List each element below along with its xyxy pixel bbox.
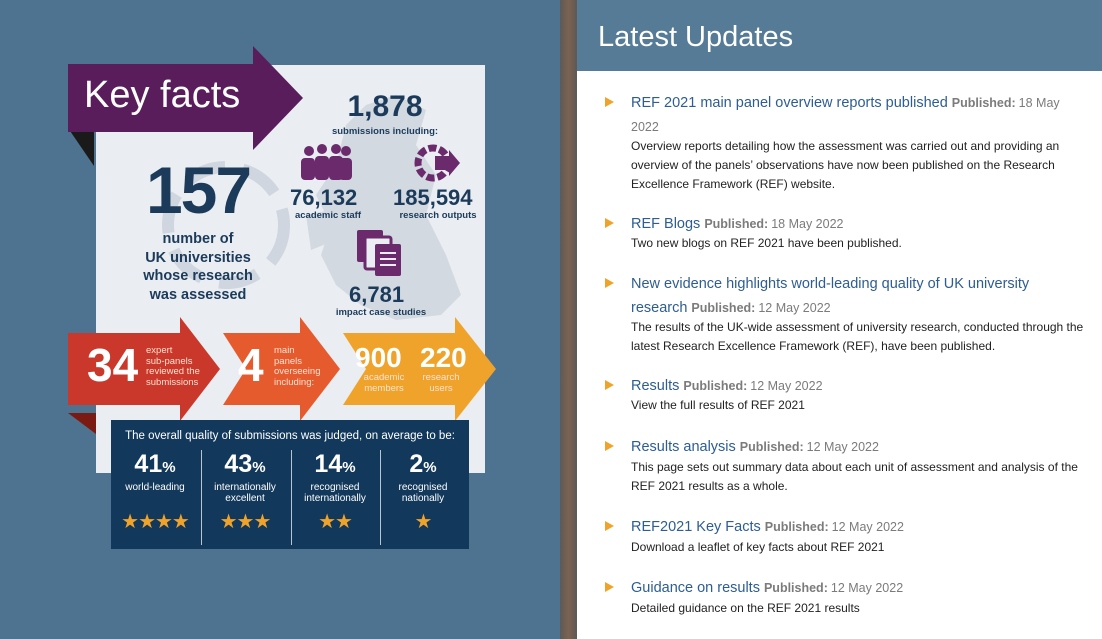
key-facts-banner: [68, 46, 303, 166]
impact-case-studies-icon: [357, 230, 401, 276]
quality-separator: [380, 450, 381, 545]
arrow-bullet-icon: [605, 97, 614, 107]
update-description: Two new blogs on REF 2021 have been publ…: [631, 236, 902, 250]
latest-updates-header: Latest Updates: [577, 0, 1102, 71]
uk-map-background: [162, 95, 461, 320]
update-description: Overview reports detailing how the asses…: [631, 139, 1060, 191]
four-star-icon: ★★★★: [121, 511, 190, 533]
panel-divider: [560, 0, 577, 639]
arrow-bullet-icon: [605, 441, 614, 451]
academic-staff-label: academic staff: [294, 210, 361, 221]
universities-label: number of UK universities whose research…: [143, 231, 253, 303]
universities-value: 157: [145, 153, 252, 227]
three-star-icon: ★★★: [219, 511, 272, 533]
submissions-value: 1,878: [347, 90, 423, 123]
sub-panels-label: expert sub-panels reviewed the submissio…: [146, 345, 200, 388]
academic-members-value: 900: [355, 342, 402, 373]
update-title-link[interactable]: REF 2021 main panel overview reports pub…: [631, 95, 948, 111]
quality-internationally-excellent: 43% internationally excellent ★★★: [201, 450, 289, 534]
update-description: Detailed guidance on the REF 2021 result…: [631, 601, 860, 615]
one-star-icon: ★: [414, 511, 433, 533]
quality-heading: The overall quality of submissions was j…: [125, 430, 455, 442]
update-title-link[interactable]: Guidance on results: [631, 580, 760, 596]
academic-members-label: academic members: [363, 372, 405, 394]
latest-updates-panel: Latest Updates REF 2021 main panel overv…: [577, 0, 1102, 639]
impact-case-studies-value: 6,781: [349, 282, 405, 307]
research-outputs-icon: [414, 144, 460, 182]
update-title-link[interactable]: New evidence highlights world-leading qu…: [631, 276, 1030, 316]
latest-updates-title: Latest Updates: [598, 21, 794, 53]
arrow-bullet-icon: [605, 521, 614, 531]
arrow-bullet-icon: [605, 582, 614, 592]
update-title-link[interactable]: Results: [631, 378, 680, 394]
research-outputs-label: research outputs: [399, 210, 477, 221]
quality-recognised-nationally: 2% recognised nationally ★: [379, 450, 467, 534]
key-facts-infographic: Key facts 1,878 submissions including: 7…: [68, 46, 496, 549]
impact-case-studies-label: impact case studies: [335, 307, 427, 318]
panels-arrows: [68, 317, 496, 434]
academic-staff-icon: [301, 144, 352, 180]
arrow-bullet-icon: [605, 380, 614, 390]
quality-world-leading: 41% world-leading ★★★★: [111, 450, 199, 534]
academic-staff-value: 76,132: [290, 185, 358, 210]
update-description: The results of the UK-wide assessment of…: [631, 320, 1084, 353]
key-facts-heading: Key facts: [84, 74, 241, 116]
research-users-value: 220: [420, 342, 467, 373]
research-users-label: research users: [422, 372, 460, 394]
update-description: View the full results of REF 2021: [631, 398, 805, 412]
update-description: Download a leaflet of key facts about RE…: [631, 540, 885, 554]
main-panels-label: main panels overseeing including:: [274, 345, 321, 388]
research-outputs-value: 185,594: [393, 185, 473, 210]
quality-recognised-internationally: 14% recognised internationally ★★: [291, 450, 379, 534]
update-description: This page sets out summary data about ea…: [631, 460, 1078, 493]
arrow-bullet-icon: [605, 218, 614, 228]
update-title-link[interactable]: REF Blogs: [631, 216, 701, 232]
update-title-link[interactable]: REF2021 Key Facts: [631, 519, 761, 535]
quality-box: The overall quality of submissions was j…: [111, 420, 469, 549]
quality-separator: [291, 450, 292, 545]
sub-panels-value: 34: [87, 339, 139, 391]
arrow-bullet-icon: [605, 278, 614, 288]
submissions-label: submissions including:: [331, 126, 439, 137]
quality-separator: [201, 450, 202, 545]
main-panels-value: 4: [238, 339, 264, 391]
update-title-link[interactable]: Results analysis: [631, 439, 736, 455]
two-star-icon: ★★: [318, 511, 353, 533]
